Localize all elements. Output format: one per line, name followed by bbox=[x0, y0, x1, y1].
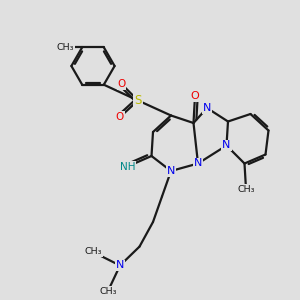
Text: S: S bbox=[134, 94, 142, 107]
Text: NH: NH bbox=[120, 161, 135, 172]
Text: CH₃: CH₃ bbox=[57, 43, 74, 52]
Text: CH₃: CH₃ bbox=[84, 248, 102, 256]
Text: CH₃: CH₃ bbox=[237, 184, 255, 194]
Text: N: N bbox=[194, 158, 202, 169]
Text: O: O bbox=[117, 79, 126, 89]
Text: O: O bbox=[116, 112, 124, 122]
Text: N: N bbox=[116, 260, 124, 271]
Text: CH₃: CH₃ bbox=[99, 286, 117, 296]
Text: N: N bbox=[222, 140, 231, 151]
Text: O: O bbox=[190, 91, 200, 101]
Text: N: N bbox=[203, 103, 211, 113]
Text: N: N bbox=[167, 166, 175, 176]
